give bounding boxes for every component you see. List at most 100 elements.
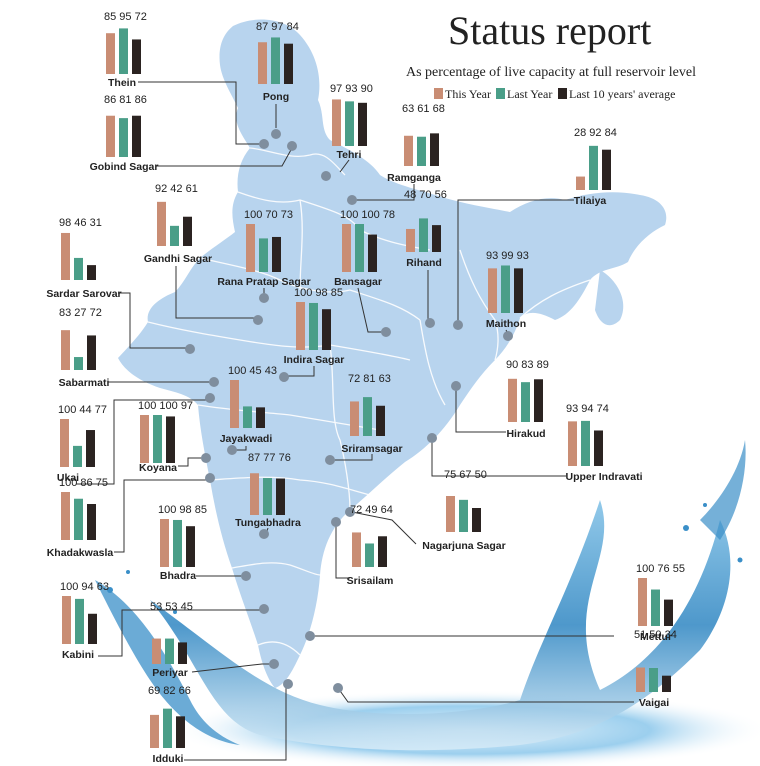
bar-group-ukai: 100 44 77 Ukai (57, 404, 107, 484)
label-kabini: Kabini (62, 649, 94, 661)
bar-koyana-last-year (153, 415, 162, 463)
bar-gobind-sagar-last-10-years-average (132, 115, 141, 157)
bar-pong-last-year (271, 37, 280, 84)
bar-gandhi-sagar-last-10-years-average (183, 216, 192, 246)
value-labels-tilaiya: 28 92 84 (574, 127, 617, 139)
bar-srisailam-last-year (365, 543, 374, 567)
bar-periyar-last-10-years-average (178, 642, 187, 664)
bar-khadakwasla-last-year (74, 498, 83, 540)
bar-periyar-last-year (165, 638, 174, 664)
bar-group-khadakwasla: 100 86 75 Khadakwasla (47, 477, 114, 559)
bar-bhadra-last-10-years-average (186, 526, 195, 567)
label-ramganga: Ramganga (387, 172, 441, 184)
legend-swatch-last-year (496, 88, 505, 99)
bar-jayakwadi-last-year (243, 406, 252, 428)
bar-indira-sagar-last-10-years-average (322, 309, 331, 350)
bar-group-sardar-sarovar: 98 46 31 Sardar Sarovar (46, 217, 121, 300)
bar-rihand-this-year (406, 228, 415, 252)
value-labels-nagarjuna-sagar: 75 67 50 (444, 469, 487, 481)
bar-koyana-this-year (140, 415, 149, 463)
header: Status report As percentage of live capa… (406, 8, 696, 80)
reservoir-markers (185, 129, 513, 693)
bar-group-tehri: 97 93 90 Tehri (330, 83, 373, 161)
label-khadakwasla: Khadakwasla (47, 547, 114, 559)
leader-line-sardar-sarovar (118, 292, 188, 349)
label-rana-pratap-sagar: Rana Pratap Sagar (217, 276, 310, 288)
marker-srisailam (331, 517, 341, 527)
marker-nagarjuna-sagar (345, 507, 355, 517)
value-labels-koyana: 100 100 97 (138, 400, 193, 412)
value-labels-hirakud: 90 83 89 (506, 359, 549, 371)
value-labels-tungabhadra: 87 77 76 (248, 452, 291, 464)
marker-bansagar (381, 327, 391, 337)
legend: This Year Last Year Last 10 years' average (434, 87, 675, 101)
bar-idduki-this-year (150, 714, 159, 748)
bar-sriramsagar-last-10-years-average (376, 405, 385, 436)
bar-sardar-sarovar-this-year (61, 232, 70, 280)
bar-sriramsagar-this-year (350, 401, 359, 436)
leader-lines (76, 81, 634, 761)
bar-indira-sagar-last-year (309, 302, 318, 350)
value-labels-bhadra: 100 98 85 (158, 504, 207, 516)
bar-thein-last-10-years-average (132, 39, 141, 74)
bar-nagarjuna-sagar-this-year (446, 496, 455, 532)
leader-line-vaigai (337, 687, 634, 703)
reservoir-bar-charts: 85 95 72 Thein 87 97 84 Pong 86 81 86 Gobind … (46, 11, 685, 765)
bar-kabini-last-year (75, 598, 84, 644)
label-tungabhadra: Tungabhadra (235, 517, 301, 529)
marker-khadakwasla (205, 473, 215, 483)
bar-tehri-this-year (332, 99, 341, 146)
label-tilaiya: Tilaiya (574, 195, 607, 207)
bar-group-mettur: 100 76 55 Mettur (636, 563, 685, 643)
bar-group-bansagar: 100 100 78 Bansagar (334, 209, 395, 288)
bar-upper-indravati-last-year (581, 420, 590, 466)
bar-khadakwasla-last-10-years-average (87, 504, 96, 540)
bar-tungabhadra-last-10-years-average (276, 478, 285, 515)
bar-sabarmati-last-year (74, 357, 83, 370)
bar-group-upper-indravati: 93 94 74 Upper Indravati (565, 403, 642, 483)
bar-ukai-last-10-years-average (86, 430, 95, 467)
value-labels-rihand: 48 70 56 (404, 189, 447, 201)
leader-line-gandhi-sagar (175, 266, 256, 319)
marker-maithon (503, 331, 513, 341)
value-labels-ramganga: 63 61 68 (402, 103, 445, 115)
value-labels-sabarmati: 83 27 72 (59, 307, 102, 319)
bar-indira-sagar-this-year (296, 302, 305, 350)
label-gobind-sagar: Gobind Sagar (90, 161, 159, 173)
bar-khadakwasla-this-year (61, 492, 70, 540)
bar-sabarmati-last-10-years-average (87, 335, 96, 370)
label-bansagar: Bansagar (334, 276, 382, 288)
marker-jayakwadi (227, 445, 237, 455)
label-jayakwadi: Jayakwadi (220, 433, 273, 445)
marker-thein (259, 139, 269, 149)
marker-koyana (201, 453, 211, 463)
bar-tilaiya-last-10-years-average (602, 149, 611, 190)
leader-line-nagarjuna-sagar (351, 511, 417, 545)
bar-mettur-this-year (638, 578, 647, 626)
label-pong: Pong (263, 91, 289, 103)
bar-group-tilaiya: 28 92 84 Tilaiya (574, 127, 617, 207)
bar-sardar-sarovar-last-10-years-average (87, 265, 96, 280)
marker-pong (271, 129, 281, 139)
bar-sabarmati-this-year (61, 330, 70, 370)
bar-ramganga-last-10-years-average (430, 133, 439, 166)
marker-tehri (321, 171, 331, 181)
bar-rana-pratap-sagar-last-10-years-average (272, 236, 281, 272)
bar-idduki-last-10-years-average (176, 716, 185, 748)
bar-gandhi-sagar-this-year (157, 201, 166, 246)
marker-ramganga (347, 195, 357, 205)
label-tehri: Tehri (337, 149, 362, 161)
bar-vaigai-this-year (636, 667, 645, 692)
bar-tilaiya-this-year (576, 176, 585, 190)
bar-tehri-last-year (345, 101, 354, 146)
value-labels-khadakwasla: 100 86 75 (59, 477, 108, 489)
leader-line-koyana (178, 457, 204, 467)
marker-kabini (259, 604, 269, 614)
marker-tilaiya (453, 320, 463, 330)
chart-subtitle: As percentage of live capacity at full r… (406, 65, 696, 80)
value-labels-srisailam: 72 49 64 (350, 504, 393, 516)
label-sriramsagar: Sriramsagar (341, 443, 402, 455)
bar-group-periyar: 53 53 45 Periyar (150, 601, 193, 679)
